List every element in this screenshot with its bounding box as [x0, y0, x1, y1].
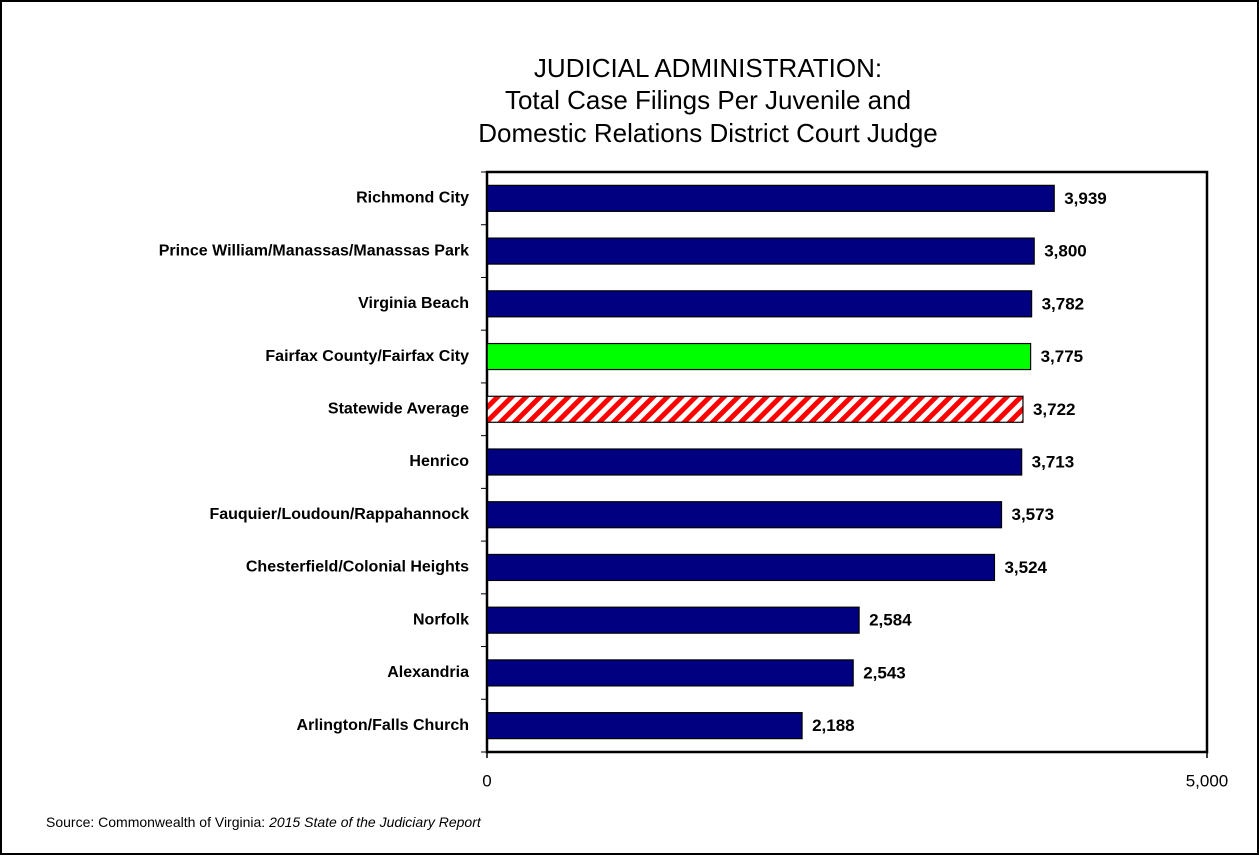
chart-title: Domestic Relations District Court Judge: [478, 118, 938, 148]
chart-title: Total Case Filings Per Juvenile and: [505, 85, 911, 115]
bar: [486, 553, 996, 582]
bar: [486, 712, 803, 740]
source-text: Source: Commonwealth of Virginia:: [46, 814, 269, 830]
y-tick-label: Alexandria: [387, 664, 469, 681]
x-tick-label: 0: [482, 771, 491, 790]
source-title: 2015 State of the Judiciary Report: [268, 814, 482, 830]
y-tick-label: Arlington/Falls Church: [297, 717, 469, 734]
value-label: 2,543: [863, 663, 906, 682]
bar: [486, 448, 1023, 476]
x-tick-label: 5,000: [1186, 771, 1229, 790]
y-tick-label: Virginia Beach: [358, 295, 469, 312]
bar: [486, 290, 1033, 318]
y-tick-label: Richmond City: [356, 190, 469, 207]
y-tick-label: Henrico: [409, 453, 469, 470]
y-tick-label: Statewide Average: [328, 400, 469, 417]
chart-title: JUDICIAL ADMINISTRATION:: [534, 53, 882, 83]
y-tick-label: Fauquier/Loudoun/Rappahannock: [209, 506, 469, 523]
value-label: 3,573: [1012, 505, 1055, 524]
value-label: 2,584: [869, 611, 912, 630]
bar: [486, 606, 860, 634]
bar: [486, 395, 1024, 423]
bar: [486, 501, 1003, 529]
value-label: 3,722: [1033, 400, 1076, 419]
value-label: 3,775: [1041, 347, 1084, 366]
source-note: Source: Commonwealth of Virginia: 2015 S…: [46, 814, 482, 830]
y-tick-label: Chesterfield/Colonial Heights: [246, 559, 469, 576]
bar: [486, 659, 854, 687]
y-tick-label: Norfolk: [413, 611, 469, 628]
y-tick-label: Fairfax County/Fairfax City: [265, 348, 469, 365]
bar: [486, 184, 1055, 212]
y-tick-label: Prince William/Manassas/Manassas Park: [159, 242, 469, 259]
value-label: 3,939: [1064, 189, 1107, 208]
value-label: 2,188: [812, 716, 855, 735]
value-label: 3,524: [1004, 558, 1047, 577]
bar: [486, 237, 1035, 265]
value-label: 3,782: [1042, 294, 1085, 313]
value-label: 3,800: [1044, 242, 1087, 261]
bar: [486, 342, 1032, 371]
value-label: 3,713: [1032, 452, 1075, 471]
